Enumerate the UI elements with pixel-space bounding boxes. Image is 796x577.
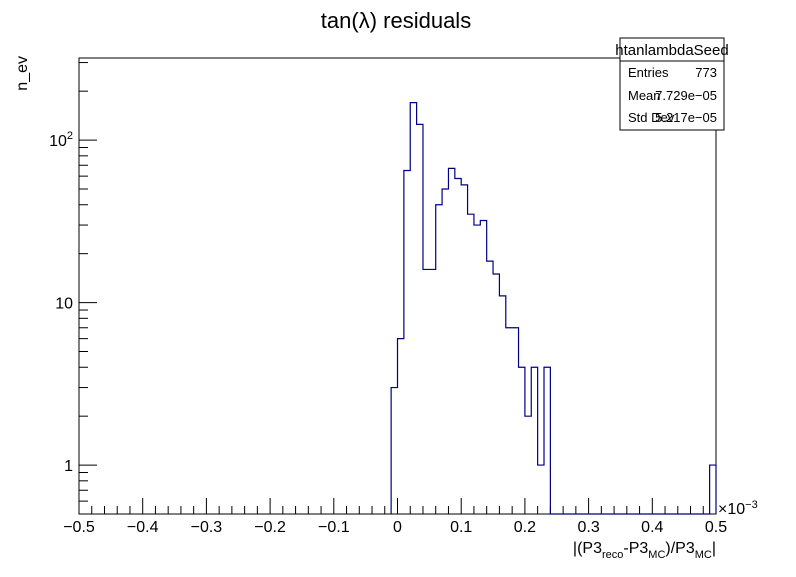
stats-stddev-label: Std Dev	[628, 110, 675, 125]
x-tick-label: −0.4	[127, 519, 159, 536]
x-axis: −0.5 −0.4 −0.3 −0.2 −0.1 0 0.1 0.2 0.3 0.4 0.5	[63, 498, 727, 536]
x-axis-label: |(P3reco-P3MC)/P3MC|	[573, 540, 716, 561]
x-tick-label: 0	[393, 519, 402, 536]
stats-entries-value: 773	[695, 65, 717, 80]
x-tick-label: 0.1	[450, 519, 472, 536]
y-tick-label: 1	[64, 458, 73, 475]
histogram-series	[390, 102, 717, 515]
y-tick-label: 10	[55, 296, 73, 313]
x-tick-label: 0.3	[577, 519, 599, 536]
x-tick-label: 0.2	[514, 519, 536, 536]
x-tick-label: 0.4	[641, 519, 663, 536]
x-tick-label: −0.3	[191, 519, 223, 536]
stats-entries-label: Entries	[628, 65, 669, 80]
y-axis: 1 10 102	[49, 62, 97, 515]
chart-title: tan(λ) residuals	[321, 8, 471, 33]
x-tick-label: −0.2	[254, 519, 286, 536]
x-multiplier-label: ×10−3	[718, 499, 758, 518]
y-tick-label: 102	[49, 130, 73, 150]
x-tick-label: 0.5	[705, 519, 727, 536]
stats-mean-value: 7.729e−05	[655, 88, 717, 103]
stats-box-frame	[619, 37, 725, 131]
stats-stddev-value: 5.217e−05	[655, 110, 717, 125]
stats-box: htanlambdaSeed Entries 773 Mean 7.729e−0…	[615, 37, 729, 131]
x-tick-label: −0.1	[318, 519, 350, 536]
stats-box-title: htanlambdaSeed	[615, 42, 728, 59]
stats-mean-label: Mean	[628, 88, 661, 103]
y-axis-label: n_ev	[14, 56, 31, 91]
plot-area: −0.5 −0.4 −0.3 −0.2 −0.1 0 0.1 0.2 0.3 0.4 0.5 1 10…	[49, 57, 727, 536]
x-tick-label: −0.5	[63, 519, 95, 536]
